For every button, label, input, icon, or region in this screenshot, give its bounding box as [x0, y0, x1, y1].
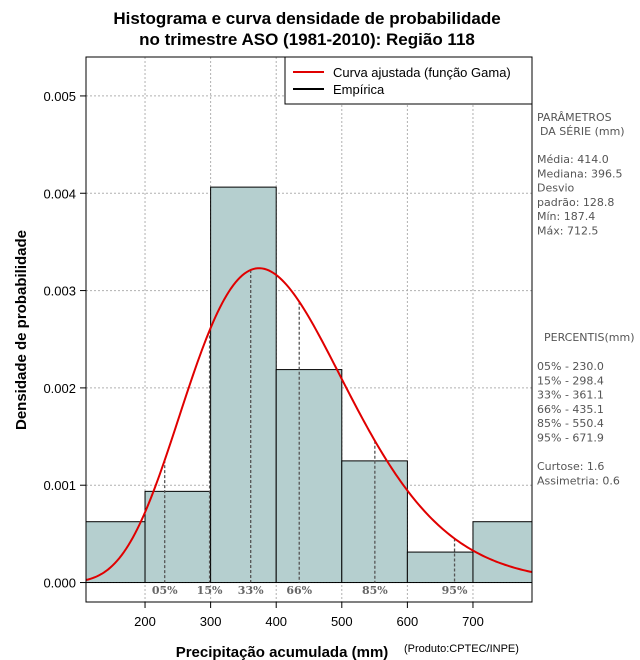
- params-header-2: DA SÉRIE (mm): [540, 125, 625, 138]
- legend-empirical-label: Empírica: [333, 82, 385, 97]
- x-tick-label-0: 200: [134, 614, 156, 629]
- stat-line-1: Assimetria: 0.6: [537, 474, 620, 487]
- x-tick-label-5: 700: [462, 614, 484, 629]
- param-line-5: Máx: 712.5: [537, 225, 598, 238]
- chart-title-line-2: no trimestre ASO (1981-2010): Região 118: [139, 30, 475, 49]
- histogram-bar-3: [210, 186, 277, 584]
- product-credit: (Produto:CPTEC/INPE): [404, 643, 519, 655]
- x-tick-label-1: 300: [200, 614, 222, 629]
- percentil-line-4: 85% - 550.4: [537, 417, 604, 430]
- y-tick-label-3: 0.003: [43, 284, 76, 299]
- param-line-2: Desvio: [537, 182, 575, 195]
- y-tick-label-1: 0.001: [43, 478, 76, 493]
- histogram-bars: [85, 186, 533, 584]
- percentis-header: PERCENTIS(mm): [544, 331, 635, 344]
- y-tick-label-2: 0.002: [43, 381, 76, 396]
- histogram-bar-6: [406, 551, 474, 584]
- percentile-markers: 05% 15% 33% 66% 85% 95%: [152, 269, 468, 597]
- statistics-panel: PARÂMETROS DA SÉRIE (mm) Média: 414.0Med…: [537, 111, 635, 487]
- percentile-label-85%: 85%: [362, 584, 388, 597]
- fitted-curve-layer: [85, 267, 533, 582]
- percentil-line-0: 05% - 230.0: [537, 360, 604, 373]
- percentile-label-15%: 15%: [197, 584, 223, 597]
- fitted-gamma-curve: [85, 267, 533, 582]
- percentil-line-5: 95% - 671.9: [537, 432, 604, 445]
- param-line-0: Média: 414.0: [537, 153, 609, 166]
- x-tick-label-4: 600: [397, 614, 419, 629]
- stat-line-0: Curtose: 1.6: [537, 460, 604, 473]
- x-axis-title: Precipitação acumulada (mm): [176, 644, 389, 660]
- y-axis-title: Densidade de probabilidade: [13, 230, 30, 430]
- percentil-line-1: 15% - 298.4: [537, 374, 604, 387]
- params-header-1: PARÂMETROS: [537, 111, 612, 124]
- histogram-bar-2: [144, 490, 212, 584]
- y-tick-label-0: 0.000: [43, 576, 76, 591]
- x-axis: 200 300 400 500 600 700: [134, 602, 484, 629]
- percentis-list: 05% - 230.015% - 298.4 33% - 361.166% - 4…: [537, 360, 604, 445]
- legend: Curva ajustada (função Gama) Empírica: [284, 56, 533, 105]
- percentile-label-95%: 95%: [442, 584, 468, 597]
- legend-curve-label: Curva ajustada (função Gama): [333, 65, 511, 80]
- histogram-bar-4: [275, 369, 343, 584]
- legend-box: [284, 56, 533, 105]
- percentil-line-3: 66% - 435.1: [537, 403, 604, 416]
- percentile-label-05%: 05%: [152, 584, 178, 597]
- y-axis: 0.000 0.001 0.002 0.003 0.004 0.005: [43, 89, 86, 591]
- param-line-3: padrão: 128.8: [537, 196, 614, 209]
- histogram-bar-7: [472, 521, 533, 584]
- percentile-label-33%: 33%: [238, 584, 264, 597]
- x-tick-label-3: 500: [331, 614, 353, 629]
- y-tick-label-5: 0.005: [43, 89, 76, 104]
- x-tick-label-2: 400: [265, 614, 287, 629]
- percentil-line-2: 33% - 361.1: [537, 389, 604, 402]
- percentile-label-66%: 66%: [286, 584, 312, 597]
- chart-title-line-1: Histograma e curva densidade de probabil…: [113, 9, 500, 28]
- param-line-4: Mín: 187.4: [537, 210, 595, 223]
- y-tick-label-4: 0.004: [43, 186, 76, 201]
- param-line-1: Mediana: 396.5: [537, 167, 622, 180]
